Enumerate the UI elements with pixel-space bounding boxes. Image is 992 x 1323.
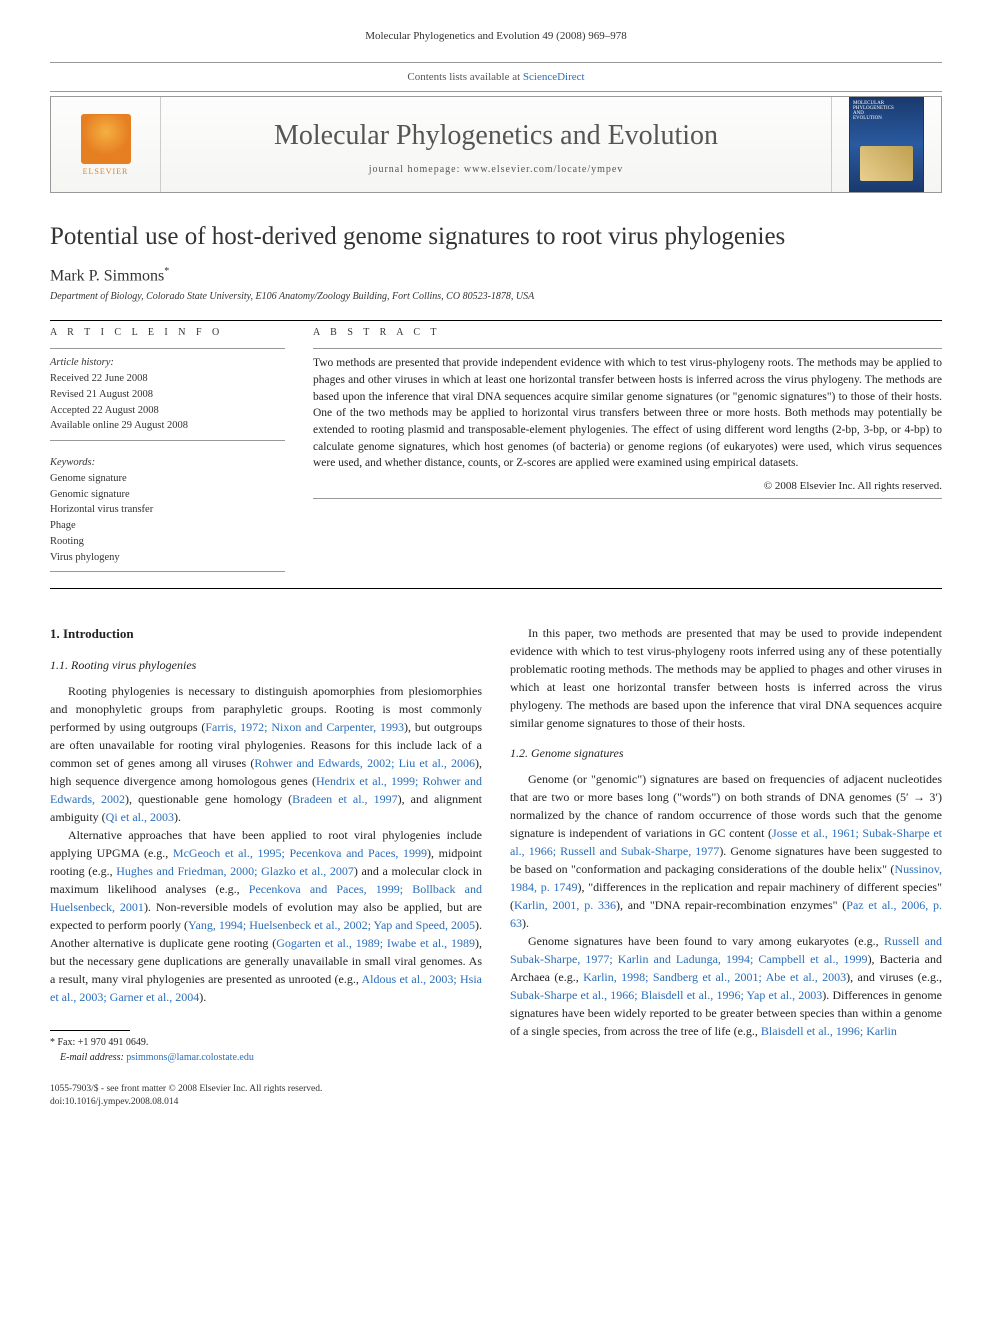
footer-doi: doi:10.1016/j.ympev.2008.08.014 (50, 1096, 942, 1109)
citation-link[interactable]: Gogarten et al., 1989; Iwabe et al., 198… (276, 936, 475, 950)
journal-name: Molecular Phylogenetics and Evolution (171, 120, 821, 152)
article-body: 1. Introduction 1.1. Rooting virus phylo… (50, 624, 942, 1065)
citation-link[interactable]: Hughes and Friedman, 2000; Glazko et al.… (116, 864, 354, 878)
body-text: Genome signatures have been found to var… (528, 934, 884, 948)
divider (50, 440, 285, 441)
divider (313, 348, 942, 349)
keyword: Genome signature (50, 471, 285, 487)
citation-link[interactable]: Rohwer and Edwards, 2002; Liu et al., 20… (254, 756, 475, 770)
body-text: ), questionable gene homology ( (125, 792, 292, 806)
keyword: Virus phylogeny (50, 550, 285, 566)
abstract-heading: A B S T R A C T (313, 327, 942, 338)
abstract-copyright: © 2008 Elsevier Inc. All rights reserved… (313, 480, 942, 492)
citation-link[interactable]: Karlin, 1998; Sandberg et al., 2001; Abe… (583, 970, 846, 984)
abstract: A B S T R A C T Two methods are presente… (313, 327, 942, 578)
divider (50, 348, 285, 349)
email-link[interactable]: psimmons@lamar.colostate.edu (126, 1052, 254, 1063)
page-footer: 1055-7903/$ - see front matter © 2008 El… (50, 1083, 942, 1110)
sciencedirect-link[interactable]: ScienceDirect (523, 71, 585, 83)
affiliation: Department of Biology, Colorado State Un… (50, 291, 942, 302)
homepage-prefix: journal homepage: (369, 164, 464, 175)
contents-prefix: Contents lists available at (407, 71, 522, 83)
history-accepted: Accepted 22 August 2008 (50, 403, 285, 419)
citation-link[interactable]: Blaisdell et al., 1996; Karlin (761, 1024, 897, 1038)
divider (50, 588, 942, 589)
homepage-url: www.elsevier.com/locate/ympev (464, 164, 623, 175)
info-abstract-row: A R T I C L E I N F O Article history: R… (50, 327, 942, 578)
journal-cover-thumbnail: MOLECULAR PHYLOGENETICS AND EVOLUTION (849, 97, 924, 192)
author-marker: * (164, 266, 169, 277)
email-label: E-mail address: (60, 1052, 124, 1063)
elsevier-logo: ELSEVIER (71, 105, 141, 185)
footnotes-divider (50, 1030, 130, 1031)
keyword: Rooting (50, 534, 285, 550)
body-paragraph: Alternative approaches that have been ap… (50, 826, 482, 1006)
elsevier-tree-icon (81, 114, 131, 164)
contents-bar: Contents lists available at ScienceDirec… (50, 62, 942, 92)
footnote-fax: * Fax: +1 970 491 0649. (50, 1035, 482, 1050)
keyword: Horizontal virus transfer (50, 502, 285, 518)
divider (313, 498, 942, 499)
journal-homepage: journal homepage: www.elsevier.com/locat… (171, 164, 821, 175)
abstract-text: Two methods are presented that provide i… (313, 355, 942, 472)
body-paragraph: In this paper, two methods are presented… (510, 624, 942, 732)
keyword: Genomic signature (50, 487, 285, 503)
body-text: ). (522, 916, 529, 930)
author-name: Mark P. Simmons* (50, 266, 942, 285)
article-info-heading: A R T I C L E I N F O (50, 327, 285, 338)
journal-header: ELSEVIER Molecular Phylogenetics and Evo… (50, 96, 942, 193)
body-text: ). (174, 810, 181, 824)
section-heading-intro: 1. Introduction (50, 624, 482, 644)
subsection-heading-11: 1.1. Rooting virus phylogenies (50, 656, 482, 674)
keywords-block: Keywords: Genome signature Genomic signa… (50, 455, 285, 565)
journal-title-cell: Molecular Phylogenetics and Evolution jo… (161, 97, 831, 192)
footer-line: 1055-7903/$ - see front matter © 2008 El… (50, 1083, 942, 1096)
footnote-email: E-mail address: psimmons@lamar.colostate… (50, 1050, 482, 1065)
body-paragraph: Genome signatures have been found to var… (510, 932, 942, 1040)
citation-link[interactable]: McGeoch et al., 1995; Pecenkova and Pace… (173, 846, 427, 860)
body-text: ), and "DNA repair-recombination enzymes… (616, 898, 846, 912)
citation-link[interactable]: Subak-Sharpe et al., 1966; Blaisdell et … (510, 988, 822, 1002)
keywords-label: Keywords: (50, 455, 285, 471)
footnotes: * Fax: +1 970 491 0649. E-mail address: … (50, 1024, 482, 1065)
body-text: ), and viruses (e.g., (846, 970, 942, 984)
keyword: Phage (50, 518, 285, 534)
subsection-heading-12: 1.2. Genome signatures (510, 744, 942, 762)
article-title: Potential use of host-derived genome sig… (50, 223, 942, 251)
citation-link[interactable]: Farris, 1972; Nixon and Carpenter, 1993 (205, 720, 404, 734)
history-revised: Revised 21 August 2008 (50, 387, 285, 403)
body-paragraph: Rooting phylogenies is necessary to dist… (50, 682, 482, 826)
publisher-logo-cell: ELSEVIER (51, 97, 161, 192)
citation-link[interactable]: Yang, 1994; Huelsenbeck et al., 2002; Ya… (188, 918, 475, 932)
citation-link[interactable]: Karlin, 2001, p. 336 (514, 898, 616, 912)
citation-link[interactable]: Bradeen et al., 1997 (292, 792, 397, 806)
history-received: Received 22 June 2008 (50, 371, 285, 387)
divider (50, 320, 942, 321)
elsevier-label: ELSEVIER (83, 167, 129, 176)
article-info: A R T I C L E I N F O Article history: R… (50, 327, 285, 578)
journal-cover-cell: MOLECULAR PHYLOGENETICS AND EVOLUTION (831, 97, 941, 192)
cover-line: EVOLUTION (853, 116, 920, 121)
author-text: Mark P. Simmons (50, 267, 164, 284)
running-head: Molecular Phylogenetics and Evolution 49… (50, 30, 942, 42)
body-paragraph: Genome (or "genomic") signatures are bas… (510, 770, 942, 932)
body-text: ). (199, 990, 206, 1004)
history-label: Article history: (50, 355, 285, 371)
history-online: Available online 29 August 2008 (50, 418, 285, 434)
citation-link[interactable]: Qi et al., 2003 (106, 810, 174, 824)
divider (50, 571, 285, 572)
